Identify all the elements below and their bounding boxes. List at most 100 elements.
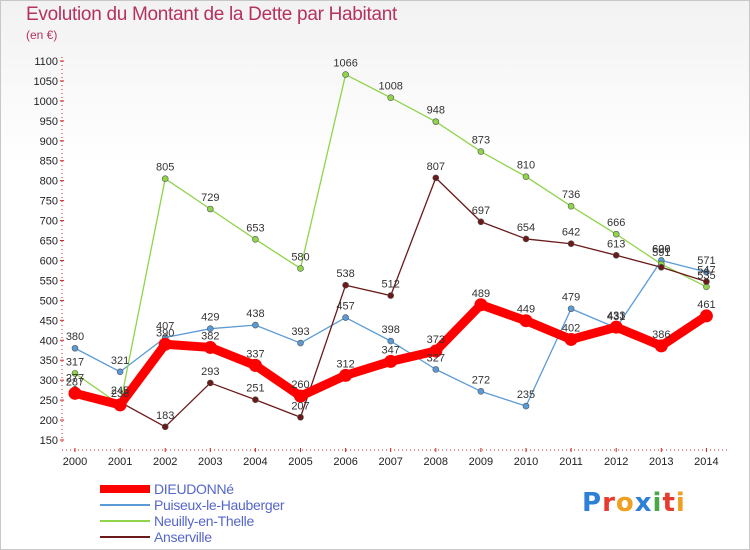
x-tick-label: 2009 [469,456,493,468]
data-point [252,396,259,404]
data-point [297,339,304,347]
x-tick-label: 2014 [694,456,718,468]
x-tick-label: 2000 [63,456,87,468]
x-tick-label: 2005 [288,456,312,468]
legend-item: DIEUDONNé [100,481,284,497]
data-label: 438 [246,308,264,320]
data-point [339,368,353,382]
data-label: 386 [652,329,670,341]
data-label: 238 [111,388,129,400]
x-tick-label: 2001 [108,456,132,468]
data-point [68,386,82,400]
data-point [161,175,169,182]
data-point [474,298,488,312]
legend-item: Neuilly-en-Thelle [100,513,284,529]
data-label: 398 [382,324,400,336]
data-point [161,423,169,431]
brand-letter: t [662,488,676,518]
data-label: 380 [66,331,84,343]
data-point [207,325,214,332]
data-point [564,332,578,346]
x-tick-label: 2008 [424,456,448,468]
data-label: 666 [607,217,625,229]
data-label: 393 [291,326,309,338]
x-tick-label: 2011 [559,456,583,468]
legend-item: Puiseux-le-Hauberger [100,497,284,513]
data-point [612,230,620,238]
y-tick-label: 450 [40,315,58,327]
data-point [609,320,623,334]
data-label: 260 [291,379,309,391]
data-label: 591 [652,247,670,259]
data-point [387,94,395,102]
y-tick-label: 800 [40,176,58,188]
brand-letter: P [582,488,603,518]
data-point [342,71,349,78]
data-label: 535 [697,270,715,282]
data-label: 626 [652,243,670,255]
data-point [432,174,440,182]
data-label: 1066 [333,58,357,70]
data-label: 407 [156,320,174,332]
data-label: 245 [111,385,129,397]
data-point [342,314,349,321]
x-tick-label: 2003 [198,456,222,468]
data-label: 457 [336,301,354,313]
y-tick-label: 600 [40,255,58,267]
legend-swatch [100,485,150,493]
data-label: 600 [652,243,670,255]
brand-letter: o [615,488,635,518]
data-label: 433 [607,310,625,322]
brand-letter: x [634,488,653,518]
y-tick-label: 850 [40,156,58,168]
data-point [522,235,530,243]
data-label: 449 [517,304,535,316]
data-label: 461 [697,299,715,311]
data-label: 654 [517,222,535,234]
data-label: 653 [246,222,264,234]
data-point [342,281,349,289]
data-point [252,236,259,243]
data-point [432,118,440,125]
data-label: 431 [607,311,625,323]
data-point [248,358,262,372]
data-point [429,344,443,358]
data-point [294,389,307,403]
x-tick-label: 2013 [649,456,673,468]
data-point [567,240,575,248]
legend-label: Anserville [154,529,212,545]
y-tick-label: 500 [40,295,58,307]
series-line [299,73,708,288]
data-point [477,148,485,155]
x-tick-label: 2012 [604,456,628,468]
data-label: 390 [156,327,174,339]
data-point [567,202,575,210]
data-label: 382 [201,330,219,342]
data-label: 873 [472,135,490,147]
data-label: 810 [517,160,535,172]
legend-item: Anserville [100,529,284,545]
legend-label: Neuilly-en-Thelle [154,513,254,529]
data-point [519,314,533,328]
data-label: 429 [201,312,219,324]
y-tick-label: 550 [40,275,58,287]
data-label: 347 [382,344,400,356]
legend-swatch [100,536,150,538]
data-label: 580 [291,251,309,263]
y-tick-label: 1100 [34,56,58,68]
data-label: 547 [697,265,715,277]
data-point [387,337,395,345]
brand-letter: i [675,488,686,518]
data-label: 948 [427,105,445,117]
data-label: 373 [427,334,445,346]
data-point [657,263,665,271]
data-point [703,278,710,285]
data-label: 272 [472,374,490,386]
x-tick-label: 2004 [243,456,267,468]
data-point [203,340,217,354]
legend-label: Puiseux-le-Hauberger [154,497,285,513]
data-point [477,218,485,226]
data-point [297,265,304,272]
data-label: 207 [291,400,309,412]
